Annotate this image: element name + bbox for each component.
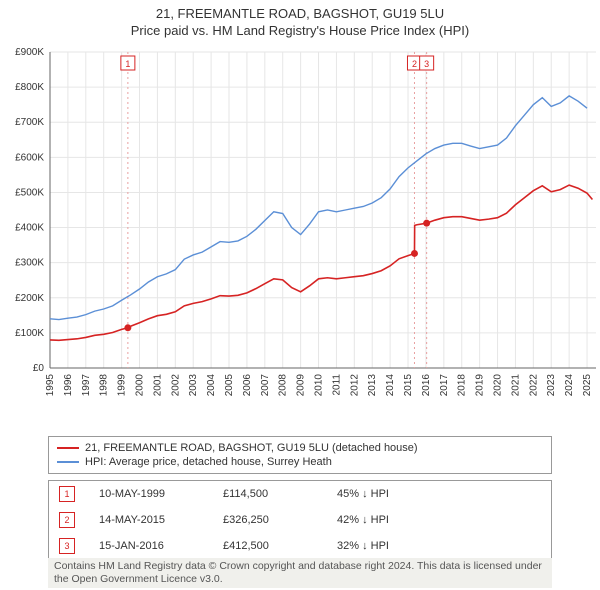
legend-swatch (57, 447, 79, 449)
sale-date: 10-MAY-1999 (99, 488, 199, 500)
svg-text:2010: 2010 (314, 374, 325, 397)
sale-price: £114,500 (223, 488, 313, 500)
svg-text:2007: 2007 (260, 374, 271, 397)
sale-delta: 32% ↓ HPI (337, 540, 389, 552)
sale-row: 2 14-MAY-2015 £326,250 42% ↓ HPI (49, 507, 551, 533)
svg-text:2025: 2025 (582, 374, 593, 397)
legend-item: 21, FREEMANTLE ROAD, BAGSHOT, GU19 5LU (… (57, 441, 543, 455)
sale-marker-box: 3 (59, 538, 75, 554)
svg-text:2019: 2019 (475, 374, 486, 397)
svg-text:£900K: £900K (15, 48, 44, 58)
legend-item: HPI: Average price, detached house, Surr… (57, 455, 543, 469)
sale-price: £412,500 (223, 540, 313, 552)
svg-text:£700K: £700K (15, 117, 44, 128)
svg-text:2024: 2024 (564, 374, 575, 397)
svg-text:1: 1 (125, 59, 130, 69)
attribution-text: Contains HM Land Registry data © Crown c… (48, 558, 552, 588)
sale-row: 1 10-MAY-1999 £114,500 45% ↓ HPI (49, 481, 551, 507)
svg-text:2: 2 (412, 59, 417, 69)
svg-text:2016: 2016 (421, 374, 432, 397)
svg-text:3: 3 (424, 59, 429, 69)
svg-text:1995: 1995 (45, 374, 56, 397)
svg-text:2004: 2004 (206, 374, 217, 397)
svg-text:£200K: £200K (15, 293, 44, 304)
svg-text:2021: 2021 (510, 374, 521, 397)
svg-text:2000: 2000 (135, 374, 146, 397)
sale-point-2 (411, 250, 418, 257)
sale-marker-box: 1 (59, 486, 75, 502)
chart: £0 £100K £200K £300K £400K £500K £600K £700K £80… (0, 48, 600, 428)
title-address: 21, FREEMANTLE ROAD, BAGSHOT, GU19 5LU (0, 6, 600, 23)
svg-text:2012: 2012 (349, 374, 360, 397)
svg-text:£300K: £300K (15, 258, 44, 269)
sale-point-1 (124, 324, 131, 331)
legend: 21, FREEMANTLE ROAD, BAGSHOT, GU19 5LU (… (48, 436, 552, 474)
sale-delta: 45% ↓ HPI (337, 488, 389, 500)
svg-text:1996: 1996 (63, 374, 74, 397)
svg-text:£800K: £800K (15, 82, 44, 93)
svg-text:2014: 2014 (385, 374, 396, 397)
svg-text:£600K: £600K (15, 152, 44, 163)
svg-text:2022: 2022 (528, 374, 539, 397)
sale-date: 14-MAY-2015 (99, 514, 199, 526)
svg-text:1997: 1997 (81, 374, 92, 397)
chart-svg: £0 £100K £200K £300K £400K £500K £600K £700K £80… (0, 48, 600, 428)
sale-marker-box: 2 (59, 512, 75, 528)
svg-text:2005: 2005 (224, 374, 235, 397)
sale-date: 15-JAN-2016 (99, 540, 199, 552)
sale-price: £326,250 (223, 514, 313, 526)
sale-point-3 (423, 220, 430, 227)
svg-text:1999: 1999 (117, 374, 128, 397)
svg-text:£400K: £400K (15, 223, 44, 234)
svg-text:2011: 2011 (331, 374, 342, 396)
svg-text:2002: 2002 (170, 374, 181, 397)
title-block: 21, FREEMANTLE ROAD, BAGSHOT, GU19 5LU P… (0, 0, 600, 40)
legend-swatch (57, 461, 79, 463)
svg-text:2017: 2017 (439, 374, 450, 397)
svg-text:2008: 2008 (278, 374, 289, 397)
legend-label: 21, FREEMANTLE ROAD, BAGSHOT, GU19 5LU (… (85, 442, 418, 454)
legend-label: HPI: Average price, detached house, Surr… (85, 456, 332, 468)
sales-table: 1 10-MAY-1999 £114,500 45% ↓ HPI 2 14-MAY-201… (48, 480, 552, 560)
title-subtitle: Price paid vs. HM Land Registry's House … (0, 23, 600, 40)
svg-text:2015: 2015 (403, 374, 414, 397)
svg-text:2009: 2009 (296, 374, 307, 397)
svg-text:£0: £0 (33, 363, 45, 374)
sale-row: 3 15-JAN-2016 £412,500 32% ↓ HPI (49, 533, 551, 559)
svg-text:2003: 2003 (188, 374, 199, 397)
svg-text:£100K: £100K (15, 328, 44, 339)
page-root: 21, FREEMANTLE ROAD, BAGSHOT, GU19 5LU P… (0, 0, 600, 590)
svg-text:2023: 2023 (546, 374, 557, 397)
svg-text:£500K: £500K (15, 187, 44, 198)
svg-text:2001: 2001 (152, 374, 163, 397)
svg-text:2006: 2006 (242, 374, 253, 397)
svg-text:2013: 2013 (367, 374, 378, 397)
sale-delta: 42% ↓ HPI (337, 514, 389, 526)
svg-text:2018: 2018 (457, 374, 468, 397)
svg-text:1998: 1998 (99, 374, 110, 397)
svg-text:2020: 2020 (493, 374, 504, 397)
